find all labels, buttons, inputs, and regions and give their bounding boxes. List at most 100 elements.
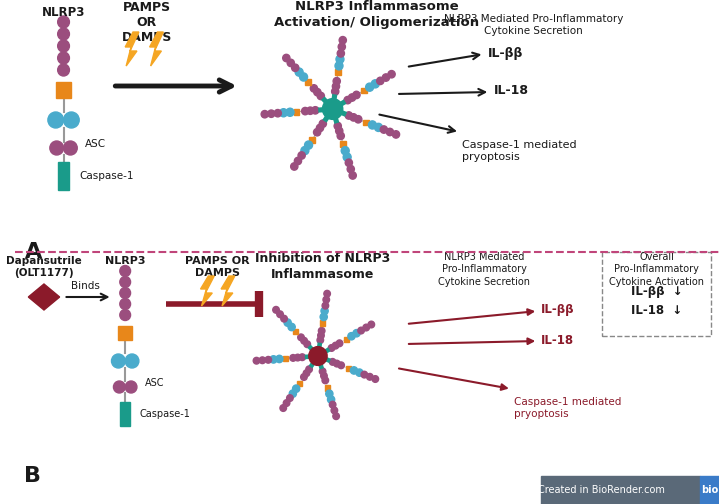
Circle shape xyxy=(320,313,328,321)
FancyBboxPatch shape xyxy=(297,381,302,387)
Text: IL-18: IL-18 xyxy=(541,334,574,347)
Bar xyxy=(541,476,700,504)
Circle shape xyxy=(343,153,351,161)
Circle shape xyxy=(279,109,287,117)
Circle shape xyxy=(120,287,130,298)
Circle shape xyxy=(387,129,394,136)
Circle shape xyxy=(333,83,340,90)
Circle shape xyxy=(120,298,130,309)
Circle shape xyxy=(112,354,125,368)
Circle shape xyxy=(335,62,343,70)
Circle shape xyxy=(320,372,327,379)
Bar xyxy=(58,162,69,190)
Circle shape xyxy=(48,112,63,128)
Circle shape xyxy=(329,358,336,365)
Circle shape xyxy=(336,55,344,64)
Circle shape xyxy=(338,362,344,368)
Circle shape xyxy=(348,94,356,101)
Circle shape xyxy=(286,108,294,116)
Circle shape xyxy=(58,52,69,64)
Text: Caspase-1 mediated
pryoptosis: Caspase-1 mediated pryoptosis xyxy=(462,140,577,162)
Circle shape xyxy=(294,157,302,165)
Circle shape xyxy=(292,64,299,72)
Circle shape xyxy=(120,266,130,277)
Circle shape xyxy=(265,356,271,363)
Text: NLRP3 Inflammasome
Activation/ Oligomerization: NLRP3 Inflammasome Activation/ Oligomeri… xyxy=(274,0,480,29)
Circle shape xyxy=(337,132,344,140)
Circle shape xyxy=(302,107,309,115)
Circle shape xyxy=(280,405,287,411)
Circle shape xyxy=(332,342,339,349)
Circle shape xyxy=(276,355,283,363)
Circle shape xyxy=(377,77,384,85)
Circle shape xyxy=(291,163,298,170)
Circle shape xyxy=(259,357,266,363)
Circle shape xyxy=(268,110,275,117)
Circle shape xyxy=(368,321,374,328)
Circle shape xyxy=(332,88,339,95)
Polygon shape xyxy=(221,276,235,306)
Circle shape xyxy=(318,328,325,334)
Circle shape xyxy=(353,91,360,99)
Text: Created in BioRender.com: Created in BioRender.com xyxy=(539,485,665,495)
FancyBboxPatch shape xyxy=(283,356,288,361)
Circle shape xyxy=(366,83,374,91)
Circle shape xyxy=(289,390,297,397)
Circle shape xyxy=(345,112,352,119)
Circle shape xyxy=(312,107,319,114)
Circle shape xyxy=(284,319,291,326)
Circle shape xyxy=(382,74,390,81)
Circle shape xyxy=(298,334,305,341)
Circle shape xyxy=(270,356,277,363)
Text: NLRP3: NLRP3 xyxy=(105,256,145,266)
Circle shape xyxy=(125,354,139,368)
Circle shape xyxy=(336,127,343,135)
Circle shape xyxy=(351,367,358,374)
Text: IL-ββ: IL-ββ xyxy=(541,303,575,317)
Circle shape xyxy=(283,54,290,61)
FancyBboxPatch shape xyxy=(325,386,330,391)
Circle shape xyxy=(319,368,326,374)
Text: Caspase-1: Caspase-1 xyxy=(140,409,191,419)
Circle shape xyxy=(274,109,282,117)
FancyBboxPatch shape xyxy=(320,320,325,326)
FancyBboxPatch shape xyxy=(335,70,341,76)
Circle shape xyxy=(333,360,340,367)
Circle shape xyxy=(347,165,354,173)
Circle shape xyxy=(328,396,335,403)
Circle shape xyxy=(288,324,295,331)
Text: IL-ββ  ↓: IL-ββ ↓ xyxy=(631,285,683,298)
Bar xyxy=(700,476,719,504)
Circle shape xyxy=(325,390,333,398)
Circle shape xyxy=(50,141,63,155)
Circle shape xyxy=(363,324,369,331)
Circle shape xyxy=(350,114,357,121)
Circle shape xyxy=(120,277,130,287)
Circle shape xyxy=(301,337,307,344)
Circle shape xyxy=(355,115,362,123)
Text: bio: bio xyxy=(701,485,718,495)
Circle shape xyxy=(114,381,125,393)
Circle shape xyxy=(356,369,363,376)
Text: Binds: Binds xyxy=(71,281,100,291)
Polygon shape xyxy=(125,32,139,66)
Circle shape xyxy=(292,385,300,392)
Circle shape xyxy=(333,413,339,419)
Circle shape xyxy=(318,92,325,100)
Circle shape xyxy=(295,68,303,76)
Circle shape xyxy=(298,152,305,159)
Circle shape xyxy=(339,36,346,44)
Text: NLRP3 Mediated Pro-Inflammatory
Cytokine Secretion: NLRP3 Mediated Pro-Inflammatory Cytokine… xyxy=(444,14,623,36)
FancyBboxPatch shape xyxy=(364,119,369,125)
Text: IL-18: IL-18 xyxy=(494,85,529,97)
Circle shape xyxy=(334,122,341,130)
FancyBboxPatch shape xyxy=(346,365,351,371)
Circle shape xyxy=(344,96,351,104)
Circle shape xyxy=(58,16,69,28)
Circle shape xyxy=(349,172,356,179)
Circle shape xyxy=(310,85,318,92)
Circle shape xyxy=(336,340,343,347)
Circle shape xyxy=(283,400,290,406)
Circle shape xyxy=(392,131,400,138)
Circle shape xyxy=(322,377,328,384)
